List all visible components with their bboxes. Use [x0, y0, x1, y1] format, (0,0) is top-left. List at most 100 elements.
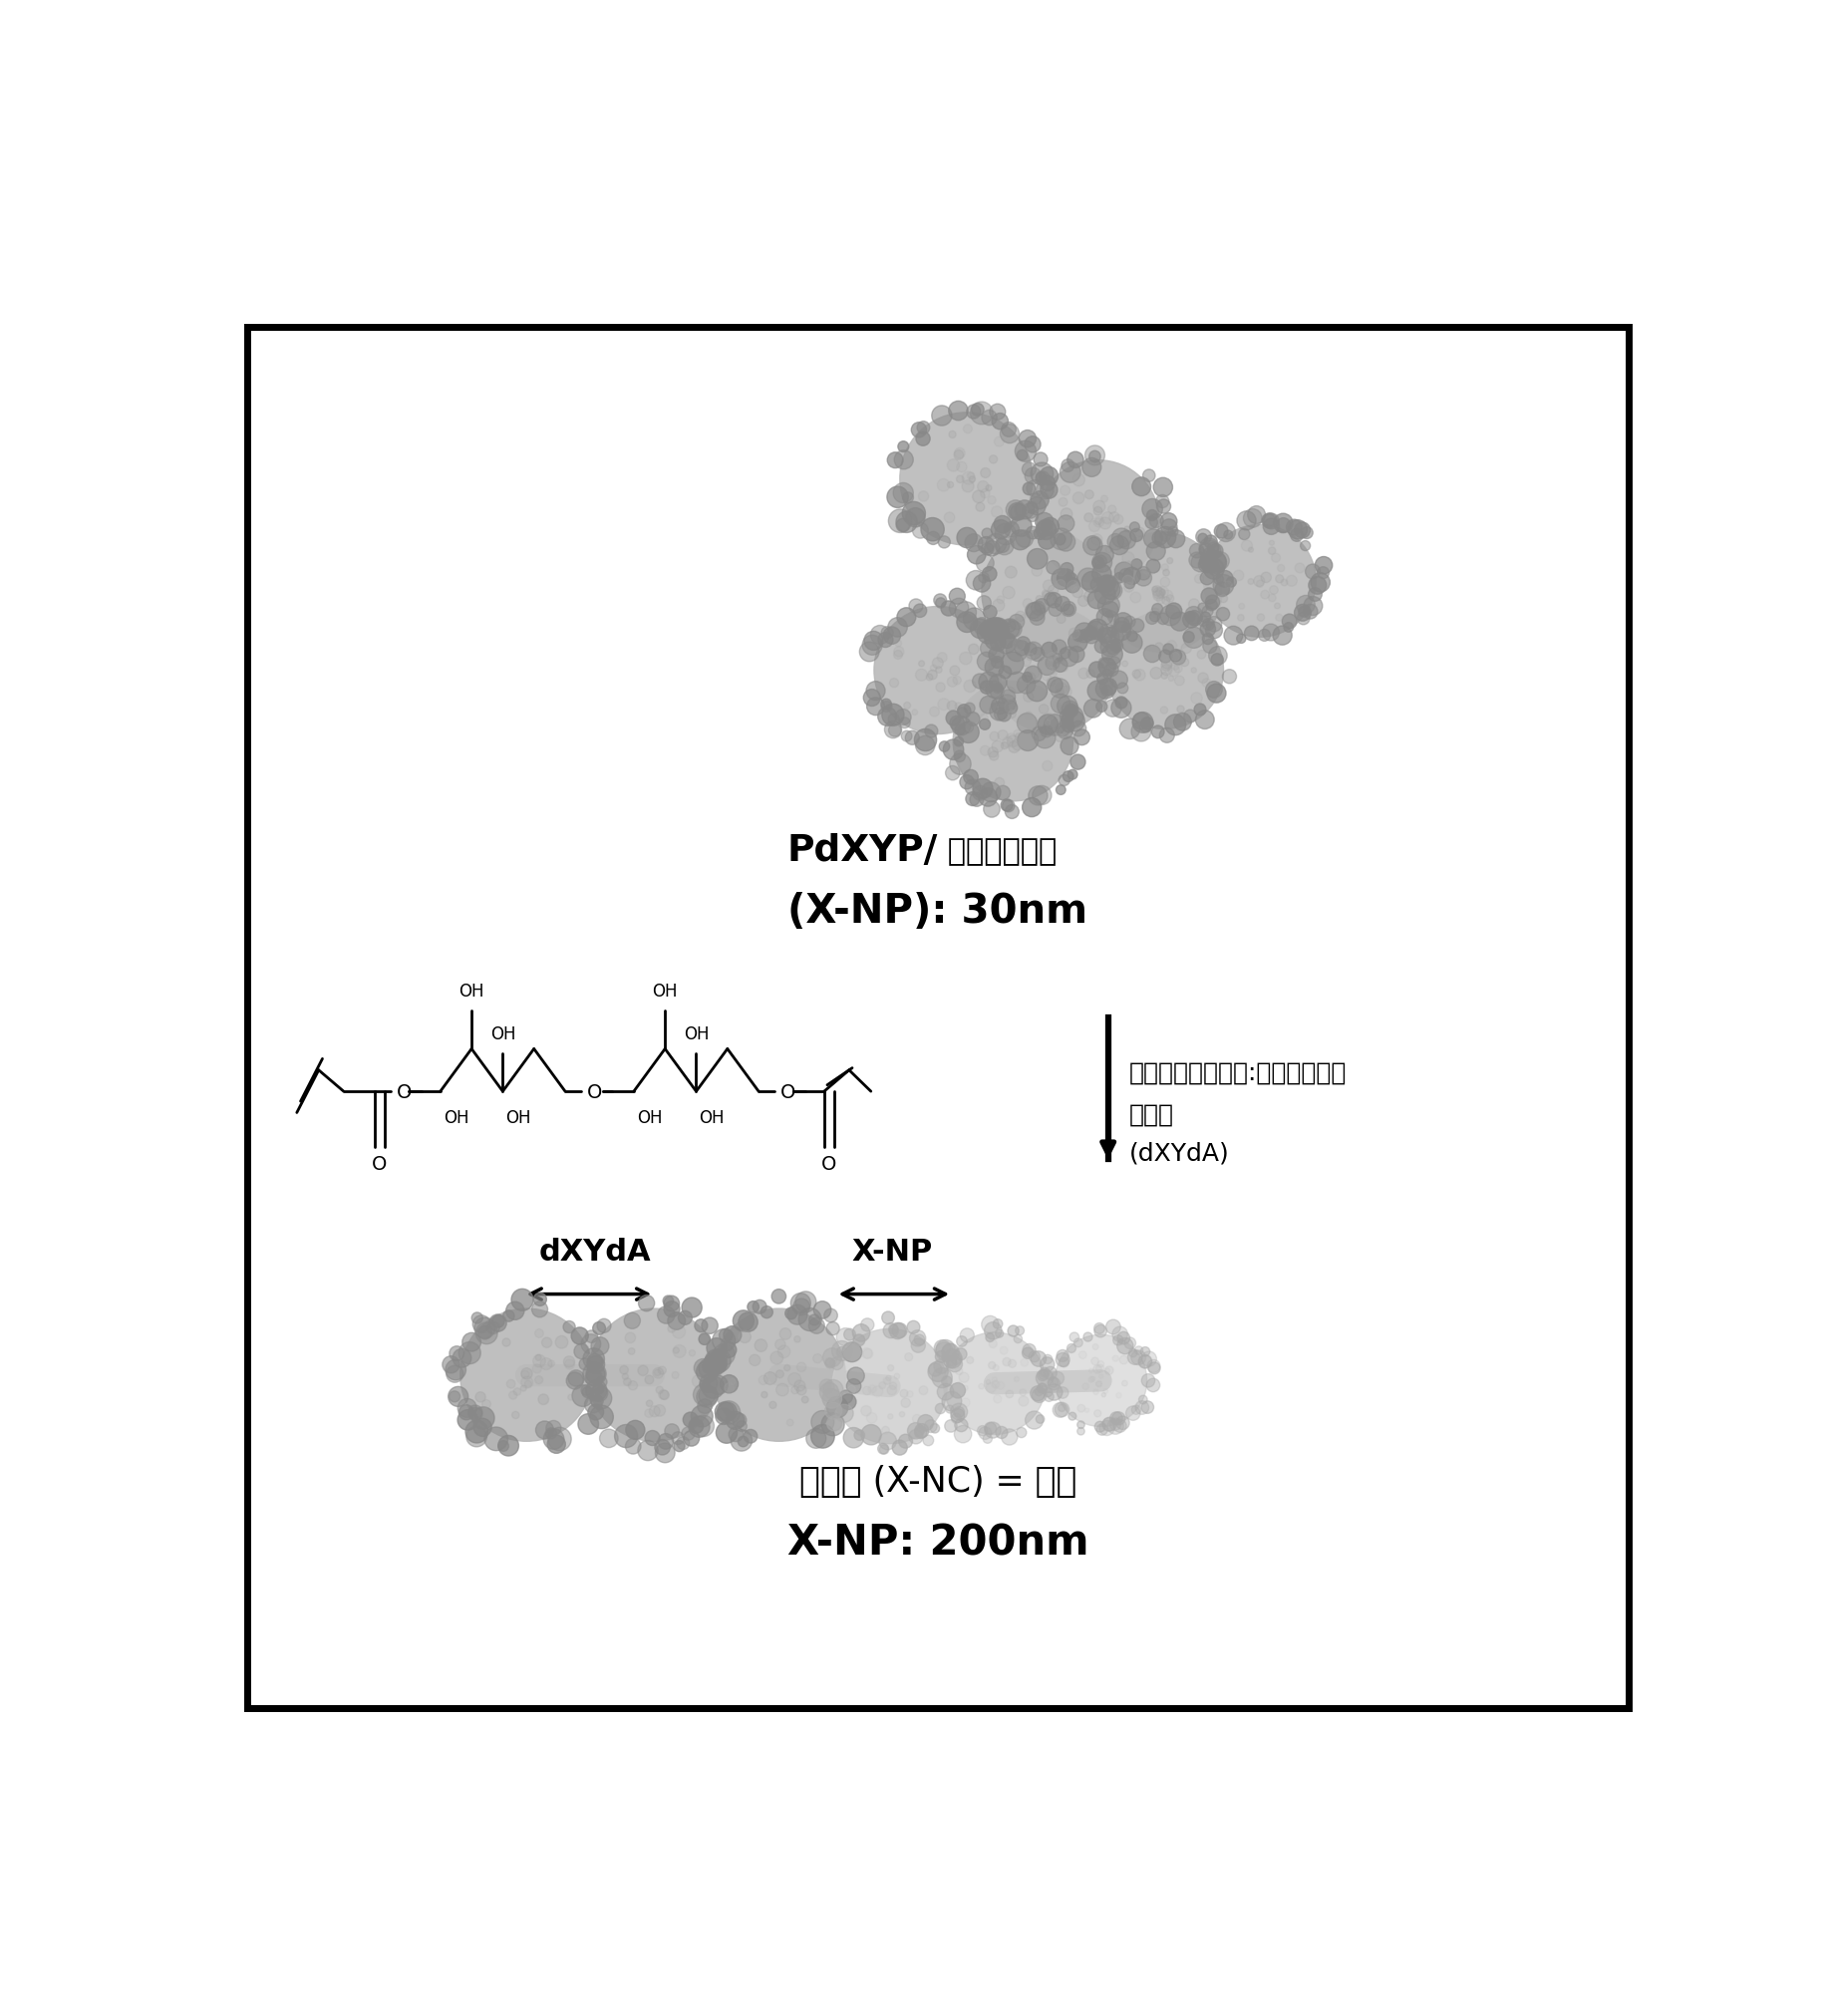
Circle shape	[1008, 1327, 1019, 1337]
Circle shape	[942, 1349, 963, 1369]
Circle shape	[785, 1308, 798, 1320]
Circle shape	[1091, 1377, 1094, 1381]
Circle shape	[1003, 1359, 1010, 1367]
Circle shape	[977, 653, 996, 671]
Circle shape	[1206, 601, 1217, 611]
Circle shape	[937, 700, 950, 712]
Circle shape	[1100, 1421, 1114, 1435]
Circle shape	[761, 1391, 767, 1399]
Circle shape	[587, 1308, 721, 1441]
Circle shape	[1113, 528, 1131, 548]
Circle shape	[986, 619, 1007, 639]
Circle shape	[867, 1413, 877, 1423]
Circle shape	[578, 1359, 591, 1371]
Text: OH: OH	[637, 1109, 662, 1127]
Circle shape	[948, 677, 957, 687]
Circle shape	[544, 1429, 564, 1450]
Circle shape	[966, 722, 977, 734]
Circle shape	[1135, 1401, 1149, 1415]
Circle shape	[1093, 516, 1103, 528]
Circle shape	[1155, 528, 1177, 548]
Circle shape	[1027, 667, 1039, 679]
Circle shape	[827, 1397, 847, 1417]
Circle shape	[950, 431, 955, 439]
Circle shape	[1270, 540, 1274, 546]
Circle shape	[644, 1431, 661, 1445]
Circle shape	[1082, 573, 1103, 593]
Circle shape	[1142, 718, 1153, 730]
Circle shape	[1049, 1377, 1060, 1391]
Circle shape	[862, 1349, 873, 1359]
Circle shape	[1025, 1411, 1043, 1429]
Circle shape	[983, 566, 997, 583]
Circle shape	[966, 405, 981, 419]
Circle shape	[1058, 726, 1072, 740]
Text: O: O	[820, 1155, 836, 1173]
Text: O: O	[371, 1155, 386, 1173]
Circle shape	[1180, 659, 1190, 667]
Circle shape	[902, 732, 911, 742]
Circle shape	[1061, 738, 1078, 756]
Circle shape	[1063, 772, 1074, 782]
Circle shape	[953, 752, 964, 762]
Circle shape	[994, 708, 1007, 722]
Circle shape	[1058, 661, 1069, 673]
Circle shape	[582, 1387, 593, 1397]
Circle shape	[545, 1427, 556, 1439]
Circle shape	[1308, 589, 1321, 603]
Circle shape	[1098, 629, 1113, 643]
Circle shape	[884, 1377, 891, 1385]
Text: OH: OH	[490, 1024, 516, 1042]
Circle shape	[1122, 577, 1133, 587]
Circle shape	[791, 1387, 800, 1395]
Circle shape	[1103, 581, 1122, 601]
Circle shape	[824, 1308, 838, 1322]
Circle shape	[1233, 571, 1244, 581]
Circle shape	[1047, 560, 1060, 575]
Circle shape	[1316, 556, 1332, 575]
Circle shape	[1089, 452, 1100, 464]
Circle shape	[1007, 736, 1019, 748]
Circle shape	[1030, 1387, 1045, 1401]
Circle shape	[1162, 564, 1169, 571]
Circle shape	[933, 1359, 948, 1375]
Circle shape	[1125, 579, 1135, 589]
Circle shape	[1001, 425, 1019, 444]
Circle shape	[1157, 613, 1169, 625]
Circle shape	[842, 1343, 862, 1363]
Circle shape	[1005, 566, 1017, 579]
Circle shape	[1041, 482, 1058, 500]
Circle shape	[1049, 605, 1061, 617]
Circle shape	[957, 528, 977, 548]
Circle shape	[1096, 546, 1114, 564]
Circle shape	[1239, 605, 1244, 609]
Circle shape	[1094, 508, 1102, 516]
Circle shape	[840, 1395, 856, 1409]
Circle shape	[942, 1391, 961, 1411]
Circle shape	[780, 1329, 791, 1341]
Circle shape	[1061, 460, 1074, 472]
Circle shape	[624, 1312, 640, 1329]
Circle shape	[981, 746, 990, 756]
Circle shape	[1158, 651, 1171, 663]
Circle shape	[966, 714, 979, 726]
Circle shape	[1056, 564, 1067, 577]
Circle shape	[717, 1401, 741, 1425]
Circle shape	[1058, 573, 1072, 587]
Circle shape	[952, 718, 970, 736]
Circle shape	[1147, 1361, 1160, 1373]
Circle shape	[1208, 542, 1219, 554]
Circle shape	[672, 1373, 679, 1379]
Circle shape	[1122, 661, 1127, 667]
Circle shape	[1162, 597, 1169, 605]
Circle shape	[935, 1351, 948, 1363]
Circle shape	[977, 538, 994, 554]
Circle shape	[1047, 659, 1058, 669]
Circle shape	[920, 518, 944, 542]
Circle shape	[836, 1347, 847, 1357]
Circle shape	[1014, 730, 1021, 738]
Circle shape	[536, 1421, 554, 1439]
Circle shape	[1213, 575, 1224, 585]
Circle shape	[1226, 579, 1237, 589]
Circle shape	[1114, 613, 1133, 631]
